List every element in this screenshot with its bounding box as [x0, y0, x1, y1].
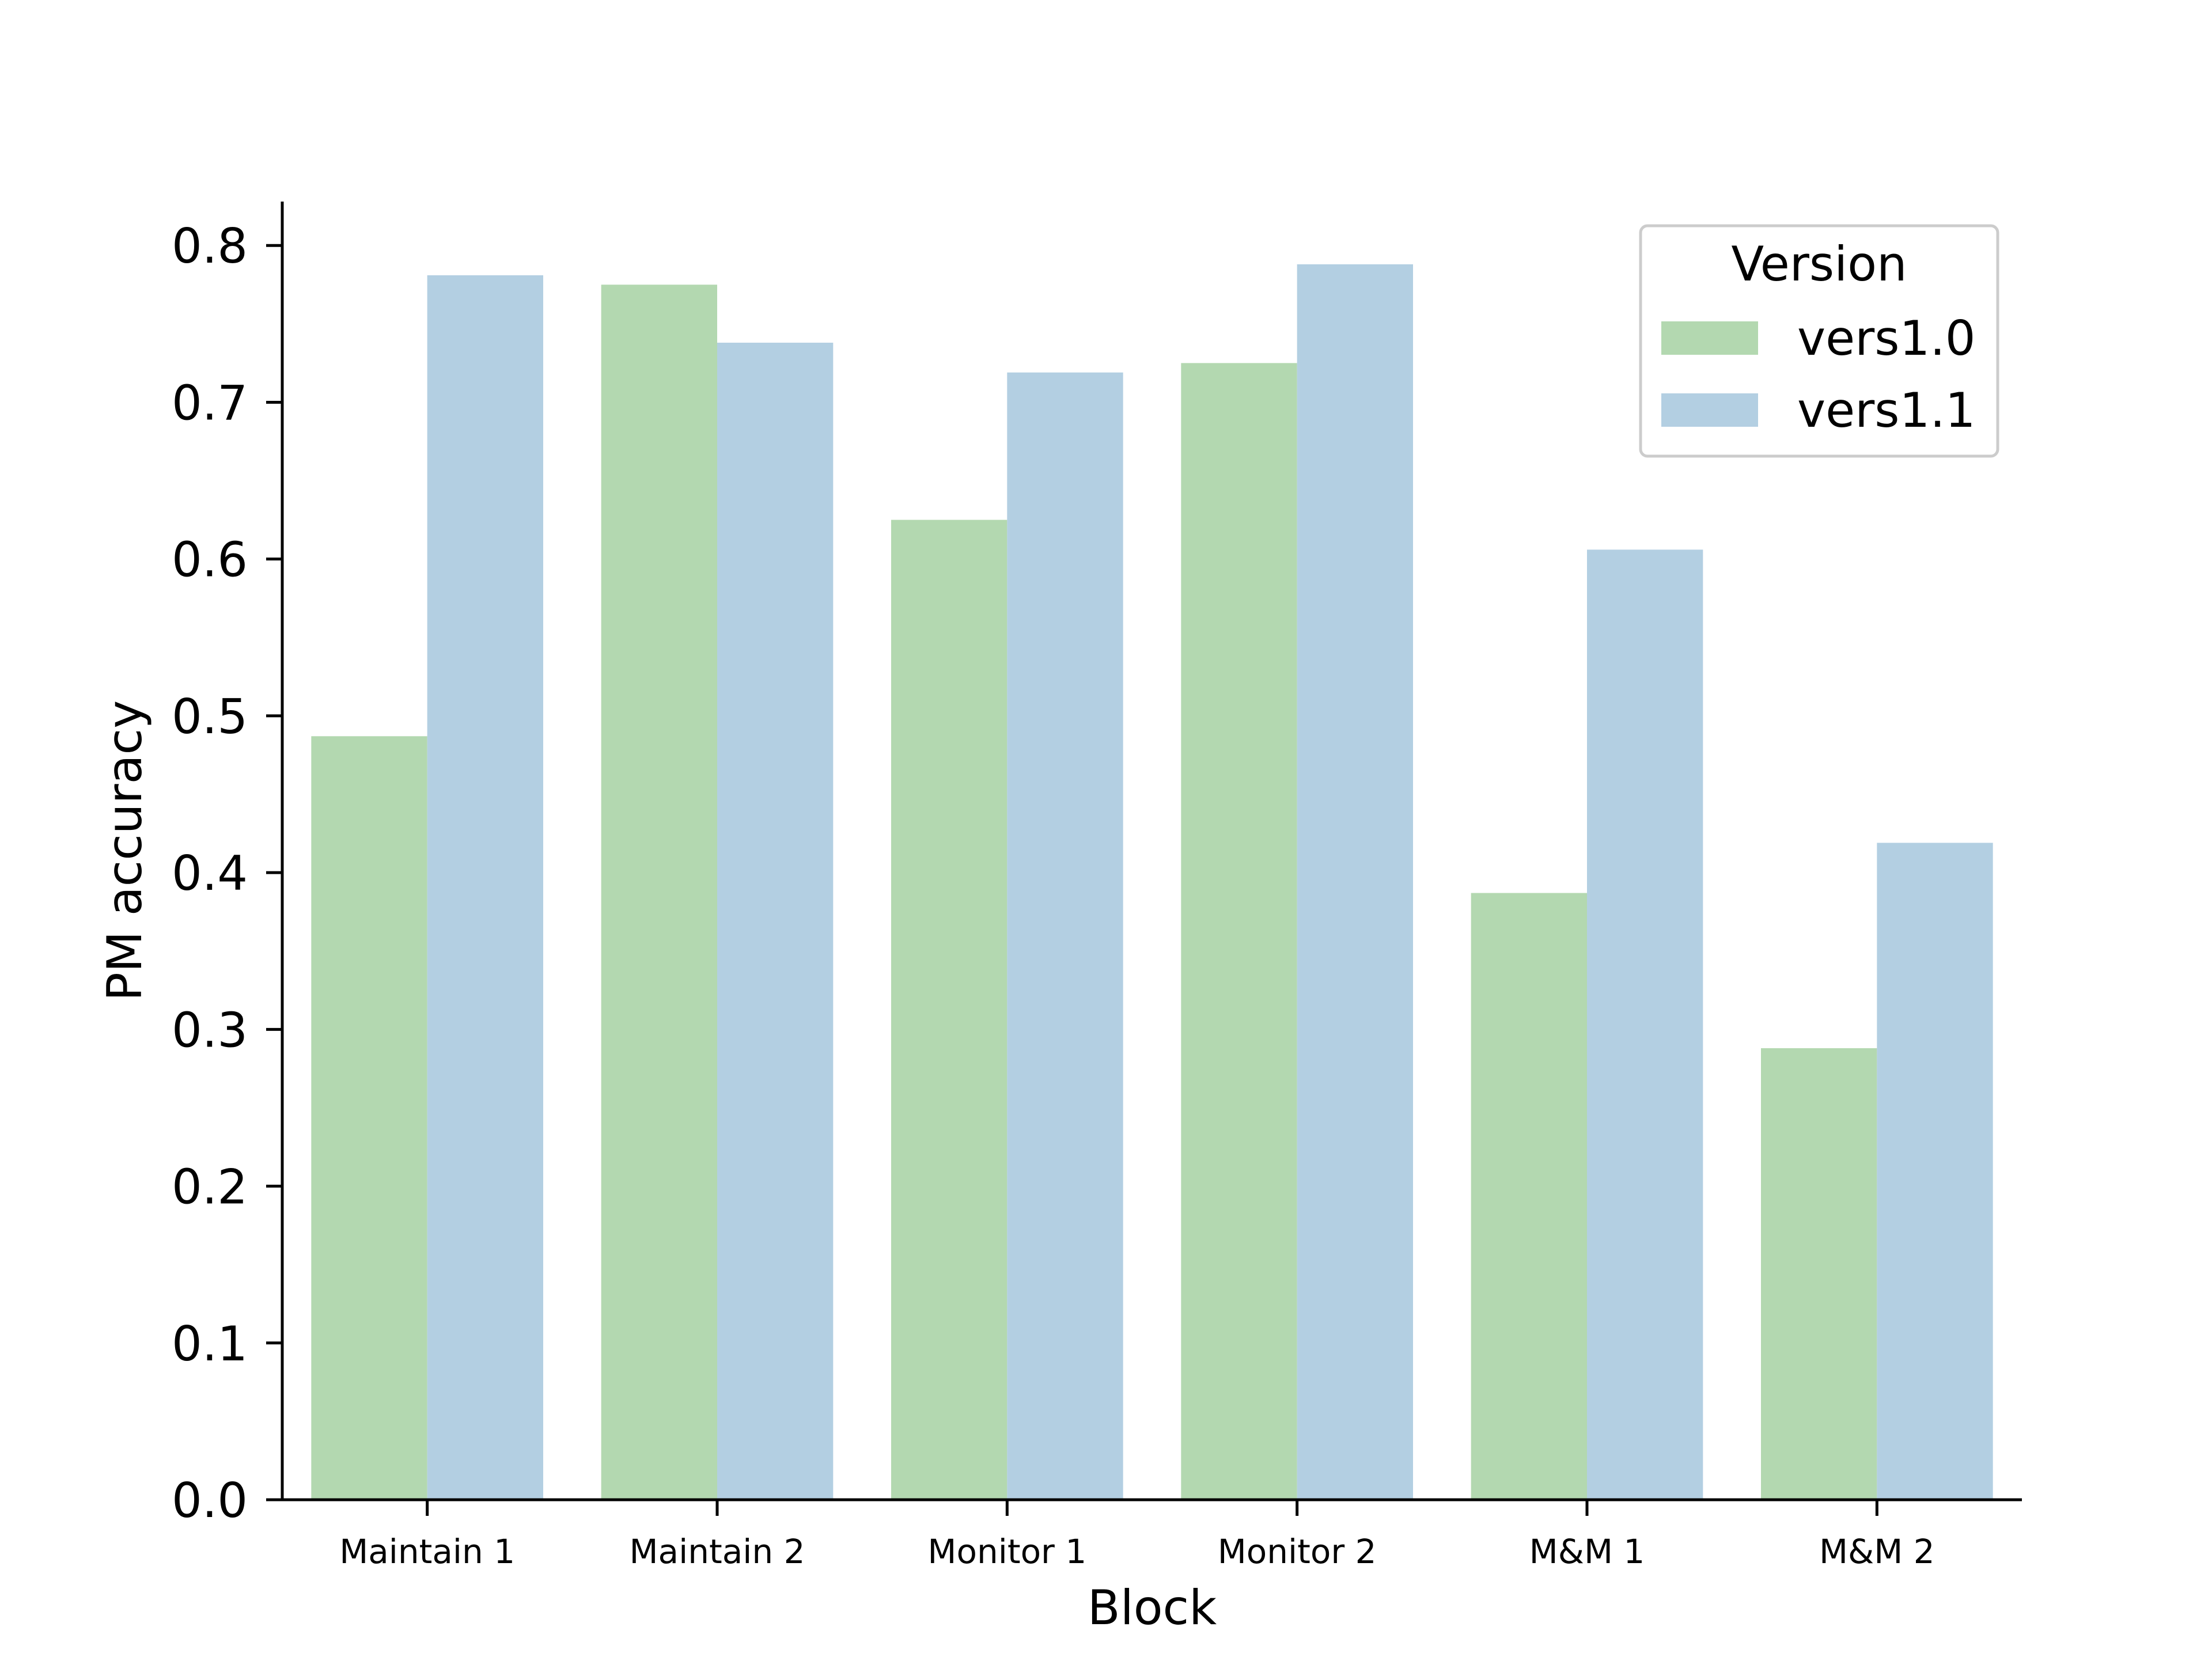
bar-vers1.0-Maintain 2	[601, 285, 717, 1500]
y-tick-label: 0.3	[172, 1002, 248, 1058]
legend-swatch-vers1.1	[1661, 393, 1758, 427]
y-tick-label: 0.1	[172, 1316, 248, 1372]
bar-vers1.1-Maintain 2	[717, 343, 834, 1500]
y-tick-label: 0.4	[172, 845, 248, 901]
x-tick-label: M&M 1	[1529, 1532, 1645, 1571]
bar-vers1.1-M&M 1	[1587, 549, 1703, 1500]
y-tick-label: 0.0	[172, 1473, 248, 1529]
x-tick-label: Maintain 1	[339, 1532, 515, 1571]
x-axis-label: Block	[1088, 1580, 1217, 1636]
legend-label-vers1.1: vers1.1	[1797, 382, 1976, 438]
bar-vers1.0-Monitor 2	[1181, 363, 1297, 1500]
y-tick-label: 0.2	[172, 1159, 248, 1215]
legend-title: Version	[1731, 236, 1907, 292]
y-tick-label: 0.8	[172, 218, 248, 274]
bar-vers1.0-M&M 1	[1471, 893, 1587, 1500]
legend-label-vers1.0: vers1.0	[1797, 310, 1976, 366]
y-tick-label: 0.6	[172, 532, 248, 588]
y-tick-label: 0.5	[172, 689, 248, 745]
bar-vers1.0-Maintain 1	[311, 736, 427, 1500]
x-tick-label: Monitor 2	[1218, 1532, 1377, 1571]
y-tick-label: 0.7	[172, 375, 248, 431]
x-tick-label: Monitor 1	[927, 1532, 1086, 1571]
legend: Version vers1.0 vers1.1	[1639, 224, 1999, 458]
bar-vers1.1-Maintain 1	[427, 275, 543, 1500]
axes-layer: 0.0 0.1 0.2 0.3 0.4 0.5 0.6 0.7 0.8 Maintain 1 Mai…	[172, 202, 2022, 1571]
x-tick-label: Maintain 2	[630, 1532, 805, 1571]
bars-layer	[311, 264, 1993, 1500]
bar-vers1.1-M&M 2	[1877, 843, 1993, 1500]
legend-swatch-vers1.0	[1661, 321, 1758, 355]
bar-vers1.0-Monitor 1	[891, 519, 1007, 1500]
y-axis-label: PM accuracy	[97, 700, 153, 1002]
legend-entries: vers1.0 vers1.1	[1661, 310, 1976, 438]
bar-vers1.1-Monitor 1	[1007, 372, 1123, 1500]
bar-vers1.1-Monitor 2	[1297, 264, 1413, 1500]
x-tick-label: M&M 2	[1819, 1532, 1935, 1571]
bar-vers1.0-M&M 2	[1761, 1048, 1877, 1500]
